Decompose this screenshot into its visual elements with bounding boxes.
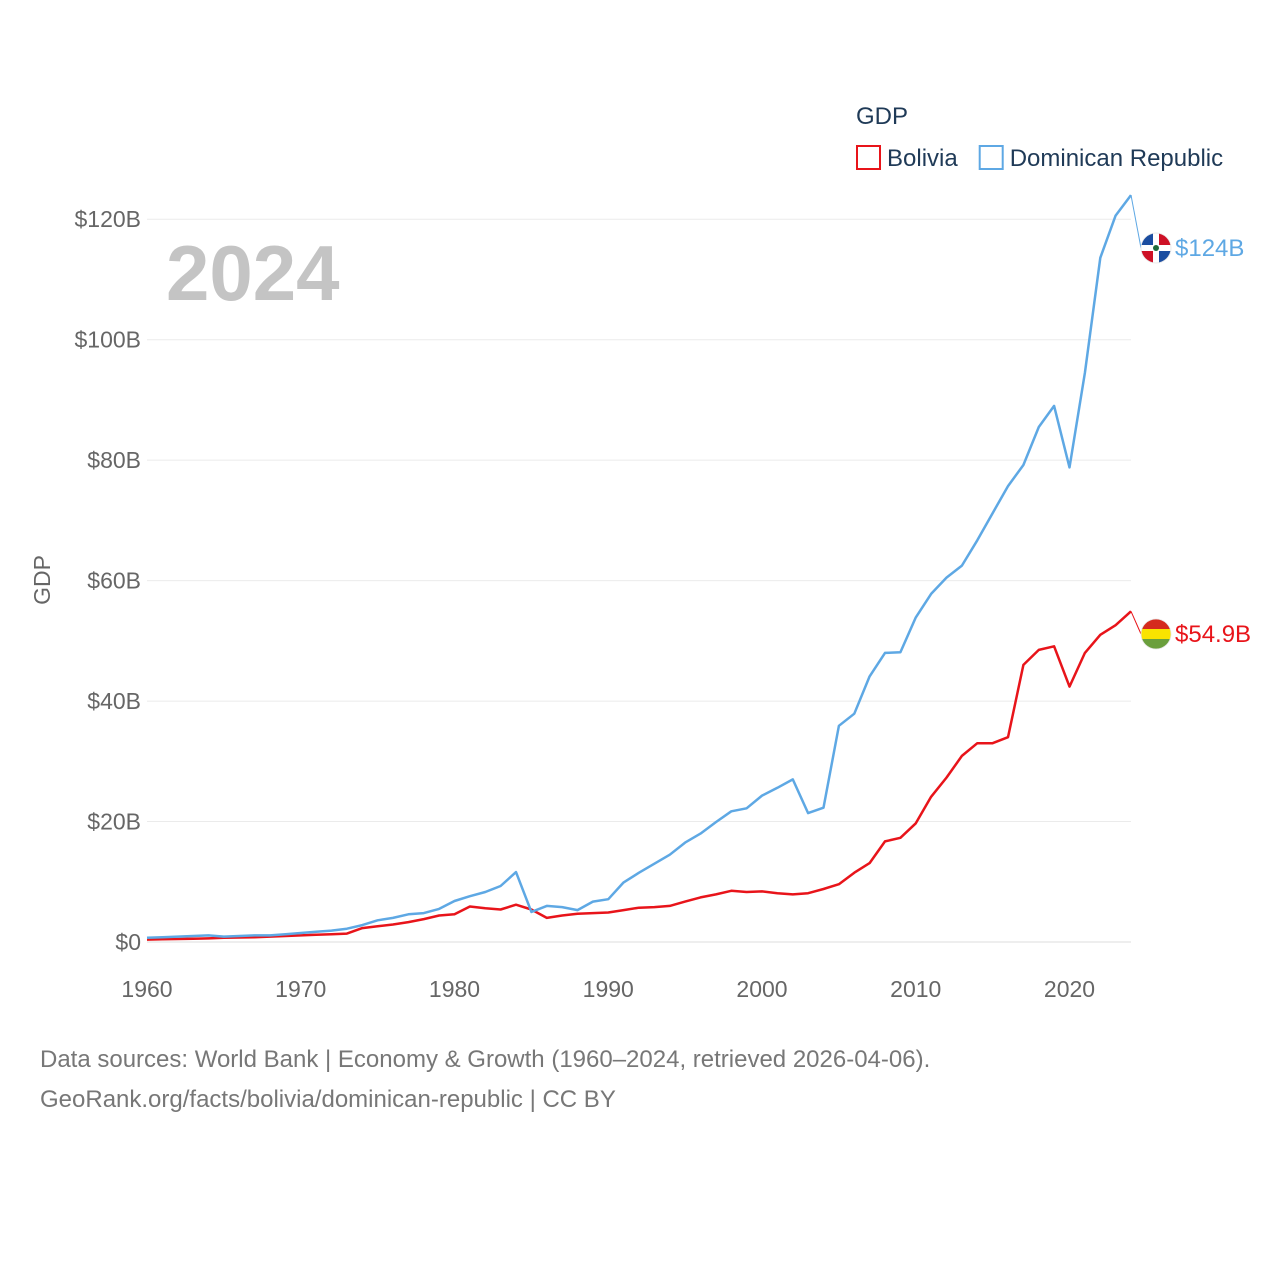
gridlines [147,218,1131,943]
legend-label: Bolivia [887,145,958,172]
connector-bolivia [1130,611,1142,635]
y-tick-label: $20B [87,809,141,835]
connector-dominican-republic [1130,195,1142,249]
legend-swatch [978,145,1004,170]
y-axis-title: GDP [29,555,55,605]
x-axis-ticks: 1960 1970 1980 1990 2000 2010 2020 [121,976,1095,1002]
legend-item-bolivia[interactable]: Bolivia [856,145,958,172]
bolivia-flag-icon [1140,618,1172,650]
legend-swatch [856,145,881,170]
end-markers: $54.9B $124B [1130,195,1251,650]
end-value-label-dominican-republic: $124B [1175,235,1244,262]
y-tick-label: $80B [87,447,141,473]
legend-item-dominican-republic[interactable]: Dominican Republic [978,145,1223,172]
x-tick-label: 2000 [736,976,787,1002]
source-link[interactable]: GeoRank.org/facts/bolivia/dominican-repu… [40,1086,616,1113]
y-tick-label: $0 [115,929,141,955]
y-tick-label: $120B [74,206,141,232]
x-tick-label: 1990 [583,976,634,1002]
x-tick-label: 1960 [121,976,172,1002]
end-value-label-bolivia: $54.9B [1175,621,1251,648]
x-tick-label: 1970 [275,976,326,1002]
series-line-dominican-republic [146,194,1132,940]
x-tick-label: 1980 [429,976,480,1002]
footer: Data sources: World Bank | Economy & Gro… [40,1040,1240,1120]
y-tick-label: $40B [87,688,141,714]
y-tick-label: $100B [74,327,141,353]
x-tick-label: 2010 [890,976,941,1002]
data-sources-text: Data sources: World Bank | Economy & Gro… [40,1046,931,1073]
x-tick-label: 2020 [1044,976,1095,1002]
legend: Bolivia Dominican Republic [856,145,1223,172]
y-tick-label: $60B [87,568,141,594]
year-label: 2024 [166,229,340,317]
y-axis-ticks: $0 $20B $40B $60B $80B $100B $120B [74,206,141,955]
gdp-line-chart: $0 $20B $40B $60B $80B $100B $120B 1960 1970 198… [29,103,1251,1002]
legend-title: GDP [856,103,908,130]
series-line-bolivia [146,610,1132,941]
dominican-republic-flag-icon [1140,232,1172,264]
legend-label: Dominican Republic [1010,145,1223,172]
series-lines [146,194,1132,941]
